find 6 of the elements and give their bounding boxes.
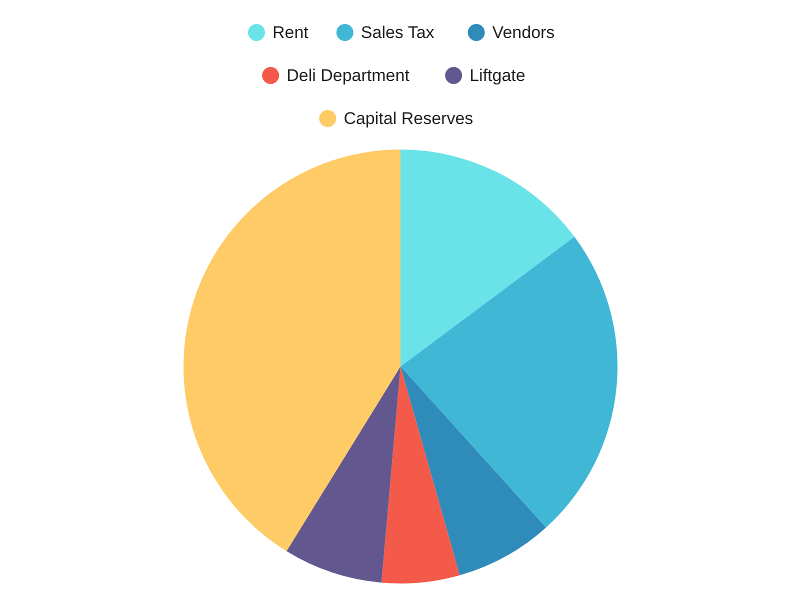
legend-label: Sales Tax [360, 23, 435, 42]
legend-label: Vendors [492, 23, 555, 42]
legend-label: Rent [272, 23, 309, 42]
legend-label: Liftgate [470, 66, 526, 85]
legend-label: Deli Department [286, 66, 410, 85]
legend-label: Capital Reserves [344, 109, 474, 128]
